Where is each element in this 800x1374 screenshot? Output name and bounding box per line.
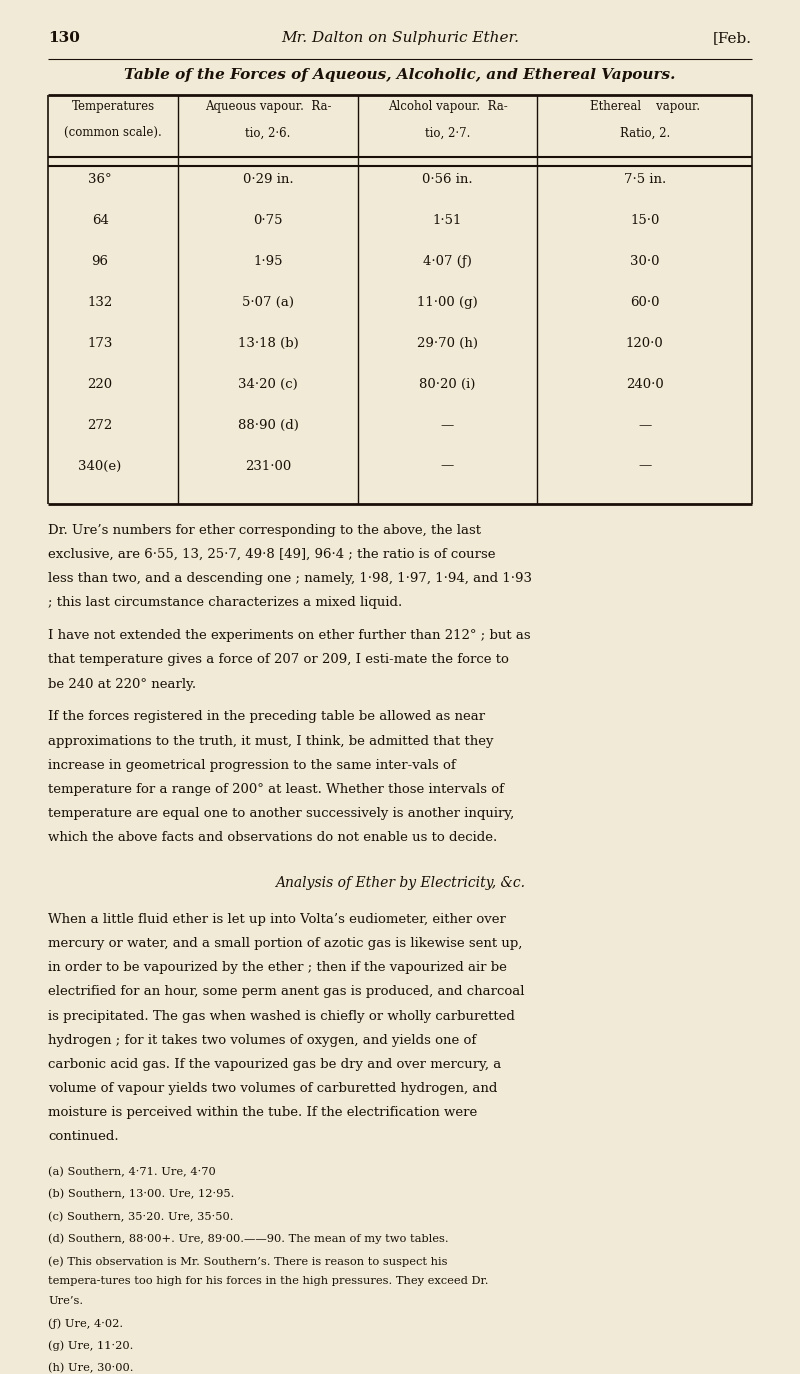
Text: approximations to the truth, it must, I think, be admitted that they: approximations to the truth, it must, I …: [48, 735, 494, 747]
Text: increase in geometrical progression to the same inter-vals of: increase in geometrical progression to t…: [48, 758, 456, 772]
Text: 4·07 (ƒ): 4·07 (ƒ): [423, 256, 472, 268]
Text: 1·95: 1·95: [254, 256, 282, 268]
Text: ; this last circumstance characterizes a mixed liquid.: ; this last circumstance characterizes a…: [48, 596, 402, 610]
Text: Alcohol vapour.  Ra-: Alcohol vapour. Ra-: [388, 100, 507, 113]
Text: When a little fluid ether is let up into Volta’s eudiometer, either over: When a little fluid ether is let up into…: [48, 912, 506, 926]
Text: 120·0: 120·0: [626, 337, 663, 350]
Text: (g) Ure, 11·20.: (g) Ure, 11·20.: [48, 1341, 134, 1351]
Text: —: —: [441, 459, 454, 473]
Text: 64: 64: [92, 214, 109, 227]
Text: in order to be vapourized by the ether ; then if the vapourized air be: in order to be vapourized by the ether ;…: [48, 962, 507, 974]
Text: 173: 173: [87, 337, 113, 350]
Text: Table of the Forces of Aqueous, Alcoholic, and Ethereal Vapours.: Table of the Forces of Aqueous, Alcoholi…: [124, 69, 676, 82]
Text: 34·20 (c): 34·20 (c): [238, 378, 298, 390]
Text: (ƒ) Ure, 4·02.: (ƒ) Ure, 4·02.: [48, 1318, 123, 1329]
Text: moisture is perceived within the tube. If the electrification were: moisture is perceived within the tube. I…: [48, 1106, 478, 1120]
Text: I have not extended the experiments on ether further than 212° ; but as: I have not extended the experiments on e…: [48, 629, 530, 642]
Text: 130: 130: [48, 32, 80, 45]
Text: If the forces registered in the preceding table be allowed as near: If the forces registered in the precedin…: [48, 710, 485, 724]
Text: (c) Southern, 35·20. Ure, 35·50.: (c) Southern, 35·20. Ure, 35·50.: [48, 1212, 234, 1221]
Text: Ure’s.: Ure’s.: [48, 1296, 83, 1305]
Text: 60·0: 60·0: [630, 295, 659, 309]
Text: mercury or water, and a small portion of azotic gas is likewise sent up,: mercury or water, and a small portion of…: [48, 937, 522, 951]
Text: 29·70 (h): 29·70 (h): [417, 337, 478, 350]
Text: 15·0: 15·0: [630, 214, 659, 227]
Text: [Feb.: [Feb.: [713, 32, 752, 45]
Text: 240·0: 240·0: [626, 378, 663, 390]
Text: Temperatures: Temperatures: [71, 100, 154, 113]
Text: 0·29 in.: 0·29 in.: [242, 173, 294, 187]
Text: exclusive, are 6·55, 13, 25·7, 49·8 [49], 96·4 ; the ratio is of course: exclusive, are 6·55, 13, 25·7, 49·8 [49]…: [48, 548, 495, 561]
Text: Mr. Dalton on Sulphuric Ether.: Mr. Dalton on Sulphuric Ether.: [281, 32, 519, 45]
Text: 0·75: 0·75: [254, 214, 282, 227]
Text: 36°: 36°: [88, 173, 112, 187]
Text: 13·18 (b): 13·18 (b): [238, 337, 298, 350]
Text: 96: 96: [91, 256, 109, 268]
Text: 5·07 (a): 5·07 (a): [242, 295, 294, 309]
Text: (common scale).: (common scale).: [64, 126, 162, 139]
Text: 80·20 (i): 80·20 (i): [419, 378, 476, 390]
Text: less than two, and a descending one ; namely, 1·98, 1·97, 1·94, and 1·93: less than two, and a descending one ; na…: [48, 573, 532, 585]
Text: Analysis of Ether by Electricity, &c.: Analysis of Ether by Electricity, &c.: [275, 877, 525, 890]
Text: that temperature gives a force of 207 or 209, I esti-mate the force to: that temperature gives a force of 207 or…: [48, 654, 509, 666]
Text: tio, 2·6.: tio, 2·6.: [246, 126, 290, 139]
Text: Ratio, 2.: Ratio, 2.: [619, 126, 670, 139]
Text: 11·00 (g): 11·00 (g): [417, 295, 478, 309]
Text: is precipitated. The gas when washed is chiefly or wholly carburetted: is precipitated. The gas when washed is …: [48, 1010, 515, 1022]
Text: 231·00: 231·00: [245, 459, 291, 473]
Text: Dr. Ure’s numbers for ether corresponding to the above, the last: Dr. Ure’s numbers for ether correspondin…: [48, 523, 481, 537]
Text: be 240 at 220° nearly.: be 240 at 220° nearly.: [48, 677, 196, 691]
Text: electrified for an hour, some perm anent gas is produced, and charcoal: electrified for an hour, some perm anent…: [48, 985, 525, 999]
Text: 7·5 in.: 7·5 in.: [623, 173, 666, 187]
Text: —: —: [441, 419, 454, 431]
Text: 88·90 (d): 88·90 (d): [238, 419, 298, 431]
Text: (b) Southern, 13·00. Ure, 12·95.: (b) Southern, 13·00. Ure, 12·95.: [48, 1190, 234, 1200]
Text: temperature are equal one to another successively is another inquiry,: temperature are equal one to another suc…: [48, 807, 514, 820]
Text: (d) Southern, 88·00+. Ure, 89·00.——90. The mean of my two tables.: (d) Southern, 88·00+. Ure, 89·00.——90. T…: [48, 1234, 449, 1245]
Text: —: —: [638, 419, 651, 431]
Text: volume of vapour yields two volumes of carburetted hydrogen, and: volume of vapour yields two volumes of c…: [48, 1083, 498, 1095]
Text: (h) Ure, 30·00.: (h) Ure, 30·00.: [48, 1363, 134, 1373]
Text: Ethereal    vapour.: Ethereal vapour.: [590, 100, 700, 113]
Text: tempera-tures too high for his forces in the high pressures. They exceed Dr.: tempera-tures too high for his forces in…: [48, 1276, 489, 1286]
Text: tio, 2·7.: tio, 2·7.: [425, 126, 470, 139]
Text: carbonic acid gas. If the vapourized gas be dry and over mercury, a: carbonic acid gas. If the vapourized gas…: [48, 1058, 502, 1070]
Text: 272: 272: [87, 419, 113, 431]
Text: which the above facts and observations do not enable us to decide.: which the above facts and observations d…: [48, 831, 498, 844]
Text: 220: 220: [87, 378, 113, 390]
Text: temperature for a range of 200° at least. Whether those intervals of: temperature for a range of 200° at least…: [48, 783, 504, 796]
Text: 132: 132: [87, 295, 113, 309]
Text: —: —: [638, 459, 651, 473]
Text: 30·0: 30·0: [630, 256, 659, 268]
Text: 1·51: 1·51: [433, 214, 462, 227]
Text: Aqueous vapour.  Ra-: Aqueous vapour. Ra-: [205, 100, 331, 113]
Text: (a) Southern, 4·71. Ure, 4·70: (a) Southern, 4·71. Ure, 4·70: [48, 1167, 216, 1178]
Text: (e) This observation is Mr. Southern’s. There is reason to suspect his: (e) This observation is Mr. Southern’s. …: [48, 1256, 447, 1267]
Text: 340(e): 340(e): [78, 459, 122, 473]
Text: continued.: continued.: [48, 1131, 118, 1143]
Text: 0·56 in.: 0·56 in.: [422, 173, 473, 187]
Text: hydrogen ; for it takes two volumes of oxygen, and yields one of: hydrogen ; for it takes two volumes of o…: [48, 1033, 476, 1047]
